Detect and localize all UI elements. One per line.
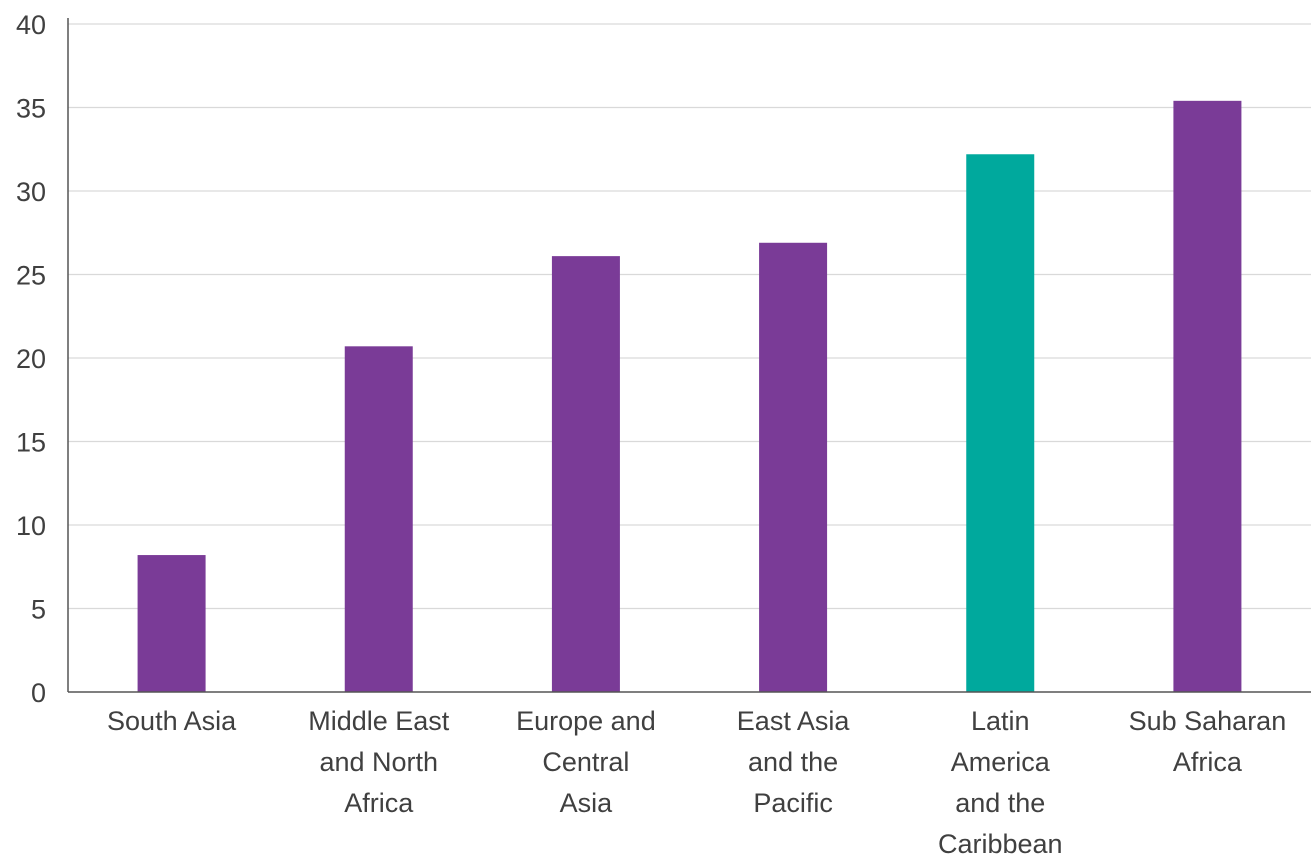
x-category-label-line: Latin <box>971 706 1030 736</box>
x-category-label-line: and the <box>748 747 838 777</box>
bar-sub-saharan-africa <box>1173 100 1242 692</box>
y-tick-label: 15 <box>16 428 46 458</box>
gridlines <box>68 23 1311 610</box>
y-tick-label: 40 <box>16 10 46 40</box>
x-axis-labels: South Asia Middle East and North Africa Euro… <box>107 706 1287 859</box>
x-category-label-line: South Asia <box>107 706 237 736</box>
bar-south-asia <box>137 555 206 692</box>
x-category-label-line: America <box>951 747 1051 777</box>
x-category-label: South Asia <box>107 706 237 736</box>
x-category-label-line: Pacific <box>753 788 833 818</box>
axes <box>67 18 1311 693</box>
x-category-label-line: Asia <box>560 788 614 818</box>
x-category-label-line: Africa <box>1173 747 1243 777</box>
x-category-label-line: Caribbean <box>938 829 1063 857</box>
x-category-label-line: Africa <box>344 788 414 818</box>
x-category-label: Middle East and North Africa <box>308 706 450 818</box>
bars <box>137 100 1242 692</box>
x-category-label-line: Sub Saharan <box>1129 706 1287 736</box>
y-axis-ticks: 0 5 10 15 20 25 30 35 40 <box>16 10 46 708</box>
x-category-label: Latin America and the Caribbean <box>938 706 1063 857</box>
y-tick-label: 20 <box>16 344 46 374</box>
y-tick-label: 10 <box>16 511 46 541</box>
y-tick-label: 30 <box>16 177 46 207</box>
y-tick-label: 25 <box>16 261 46 291</box>
x-category-label-line: East Asia <box>737 706 851 736</box>
x-category-label: Europe and Central Asia <box>516 706 656 818</box>
bar-europe-and-central-asia <box>551 256 620 692</box>
x-category-label: Sub Saharan Africa <box>1129 706 1287 777</box>
y-tick-label: 0 <box>31 678 46 708</box>
x-category-label: East Asia and the Pacific <box>737 706 851 818</box>
y-tick-label: 35 <box>16 94 46 124</box>
x-category-label-line: Europe and <box>516 706 656 736</box>
bar-latin-america-and-the-caribbean <box>966 154 1035 692</box>
x-category-label-line: Middle East <box>308 706 450 736</box>
bar-east-asia-and-the-pacific <box>759 242 828 692</box>
x-category-label-line: Central <box>542 747 629 777</box>
y-tick-label: 5 <box>31 595 46 625</box>
bar-middle-east-and-north-africa <box>344 346 413 692</box>
x-category-label-line: and the <box>955 788 1045 818</box>
x-category-label-line: and North <box>319 747 438 777</box>
